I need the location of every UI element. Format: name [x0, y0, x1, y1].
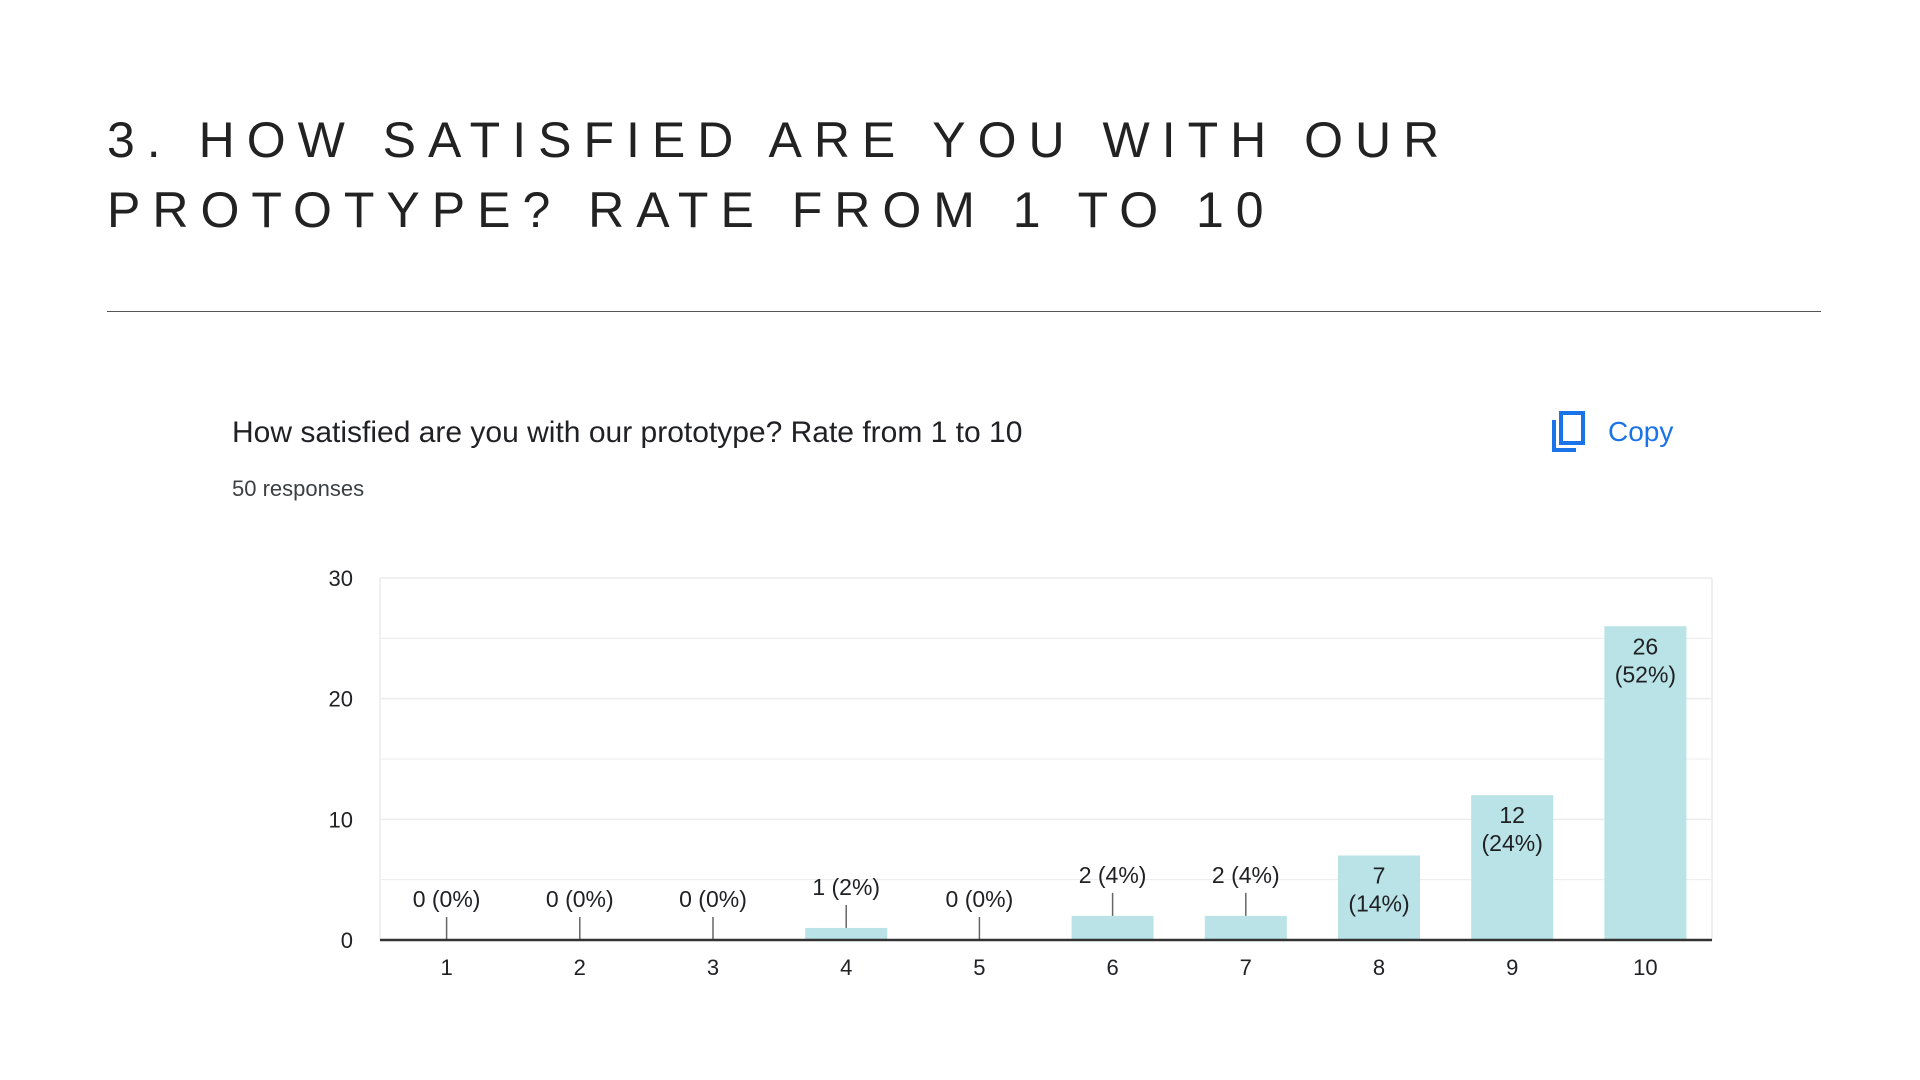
response-count: 50 responses — [232, 476, 365, 501]
slide-title-line-1: 3. HOW SATISFIED ARE YOU WITH OUR — [107, 112, 1452, 168]
title-divider — [107, 311, 1821, 312]
copy-label: Copy — [1608, 416, 1674, 447]
slide-title-line-2: PROTOTYPE? RATE FROM 1 TO 10 — [107, 182, 1276, 238]
question-summary-card: How satisfied are you with our prototype… — [230, 400, 1730, 1020]
slide-title: 3. HOW SATISFIED ARE YOU WITH OUR PROTOT… — [107, 105, 1607, 245]
copy-button[interactable]: Copy — [1548, 408, 1673, 456]
copy-icon — [1552, 411, 1585, 452]
chart-title: How satisfied are you with our prototype… — [232, 416, 1023, 449]
